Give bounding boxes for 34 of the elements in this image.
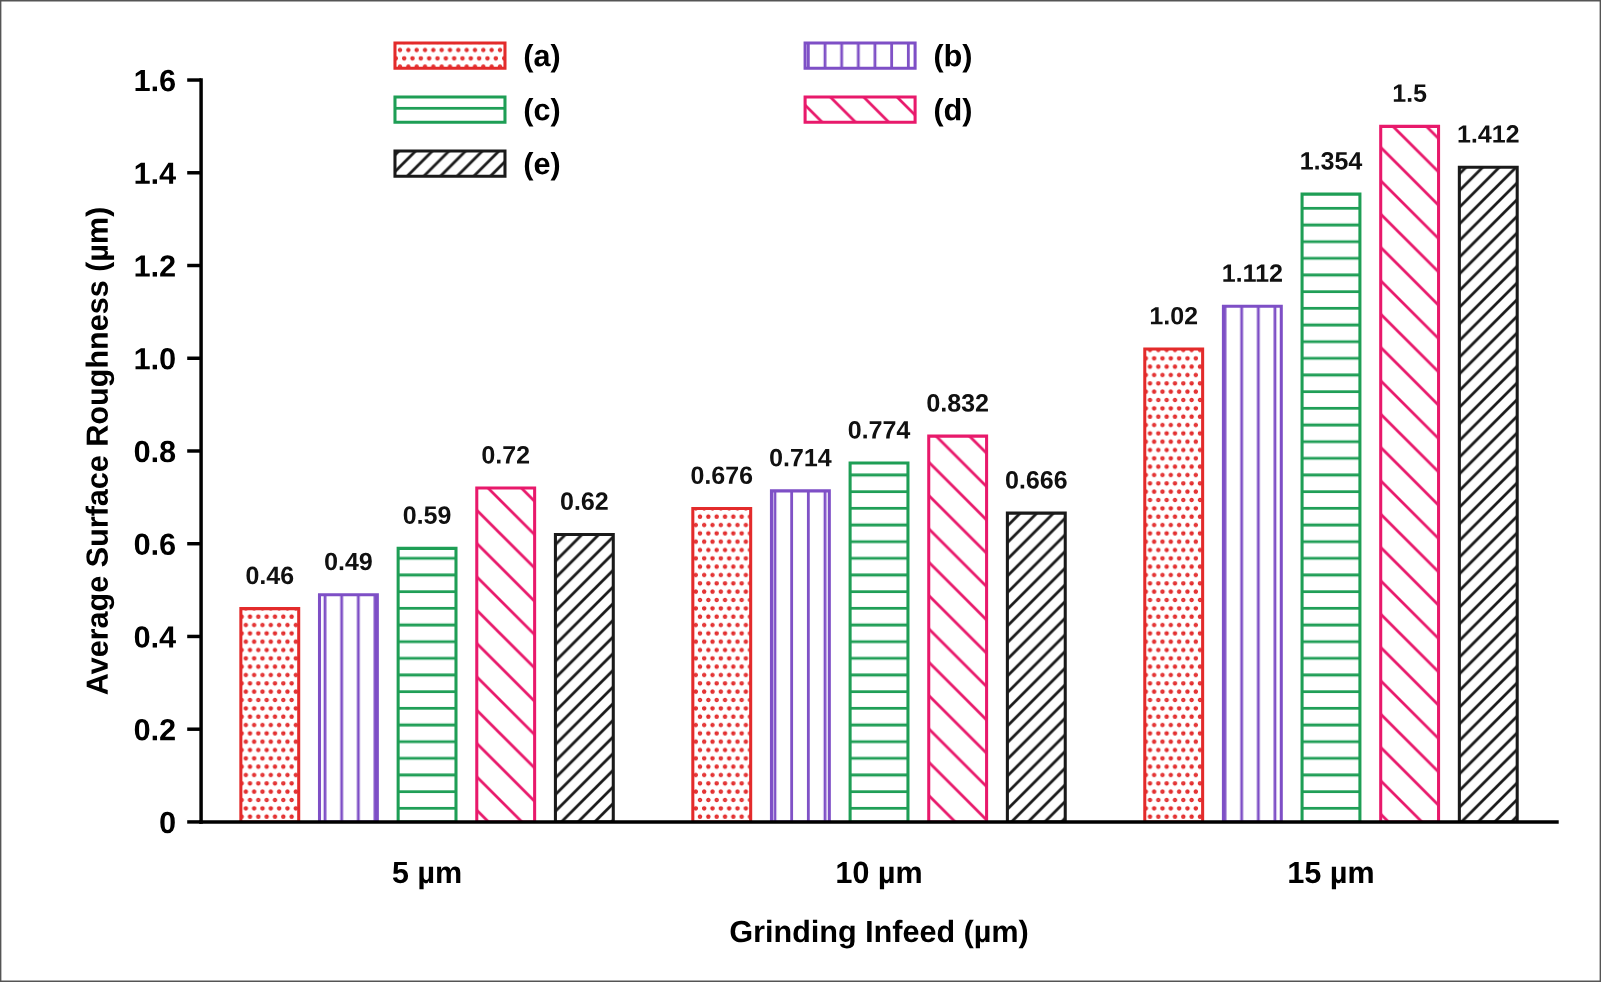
- data-label: 0.46: [246, 566, 294, 585]
- y-tick-label: 0.4: [134, 626, 176, 648]
- y-tick-label: 0.2: [134, 718, 175, 741]
- data-label: 0.72: [482, 445, 530, 464]
- x-tick-label: 10 µm: [837, 861, 921, 890]
- y-tick-label: 1.4: [135, 162, 176, 184]
- x-tick-label: 5 µm: [392, 861, 461, 890]
- data-label: 0.49: [325, 552, 372, 571]
- data-label: 0.666: [1006, 471, 1067, 489]
- y-tick-label: 0.6: [134, 533, 175, 556]
- y-tick-label: 1.0: [135, 347, 175, 370]
- y-tick-label: 1.6: [135, 69, 175, 92]
- data-label: 0.59: [403, 506, 451, 524]
- data-label: 0.62: [561, 492, 608, 511]
- data-label: 1.354: [1301, 152, 1363, 170]
- data-label: 0.676: [691, 466, 753, 485]
- y-tick-label: 1.2: [135, 255, 175, 277]
- data-label: 0.774: [848, 420, 911, 439]
- legend-label: (c): [524, 98, 560, 127]
- legend-label: (e): [524, 152, 560, 181]
- data-label: 0.832: [927, 394, 988, 412]
- y-tick-label: 0.8: [134, 440, 176, 463]
- data-label: 1.112: [1223, 264, 1282, 282]
- data-label: 1.412: [1458, 125, 1519, 143]
- data-label: 1.02: [1150, 306, 1198, 325]
- legend-label: (a): [524, 44, 560, 73]
- data-label: 0.714: [770, 448, 832, 467]
- x-axis-title: Grinding Infeed (µm): [730, 919, 1028, 949]
- legend-label: (d): [934, 98, 971, 127]
- y-axis-title: Average Surface Roughness (µm): [85, 208, 115, 695]
- x-tick-label: 15 µm: [1289, 861, 1373, 890]
- data-label: 1.5: [1393, 84, 1427, 103]
- y-tick-label: 0: [160, 811, 175, 834]
- legend-label: (b): [934, 44, 971, 73]
